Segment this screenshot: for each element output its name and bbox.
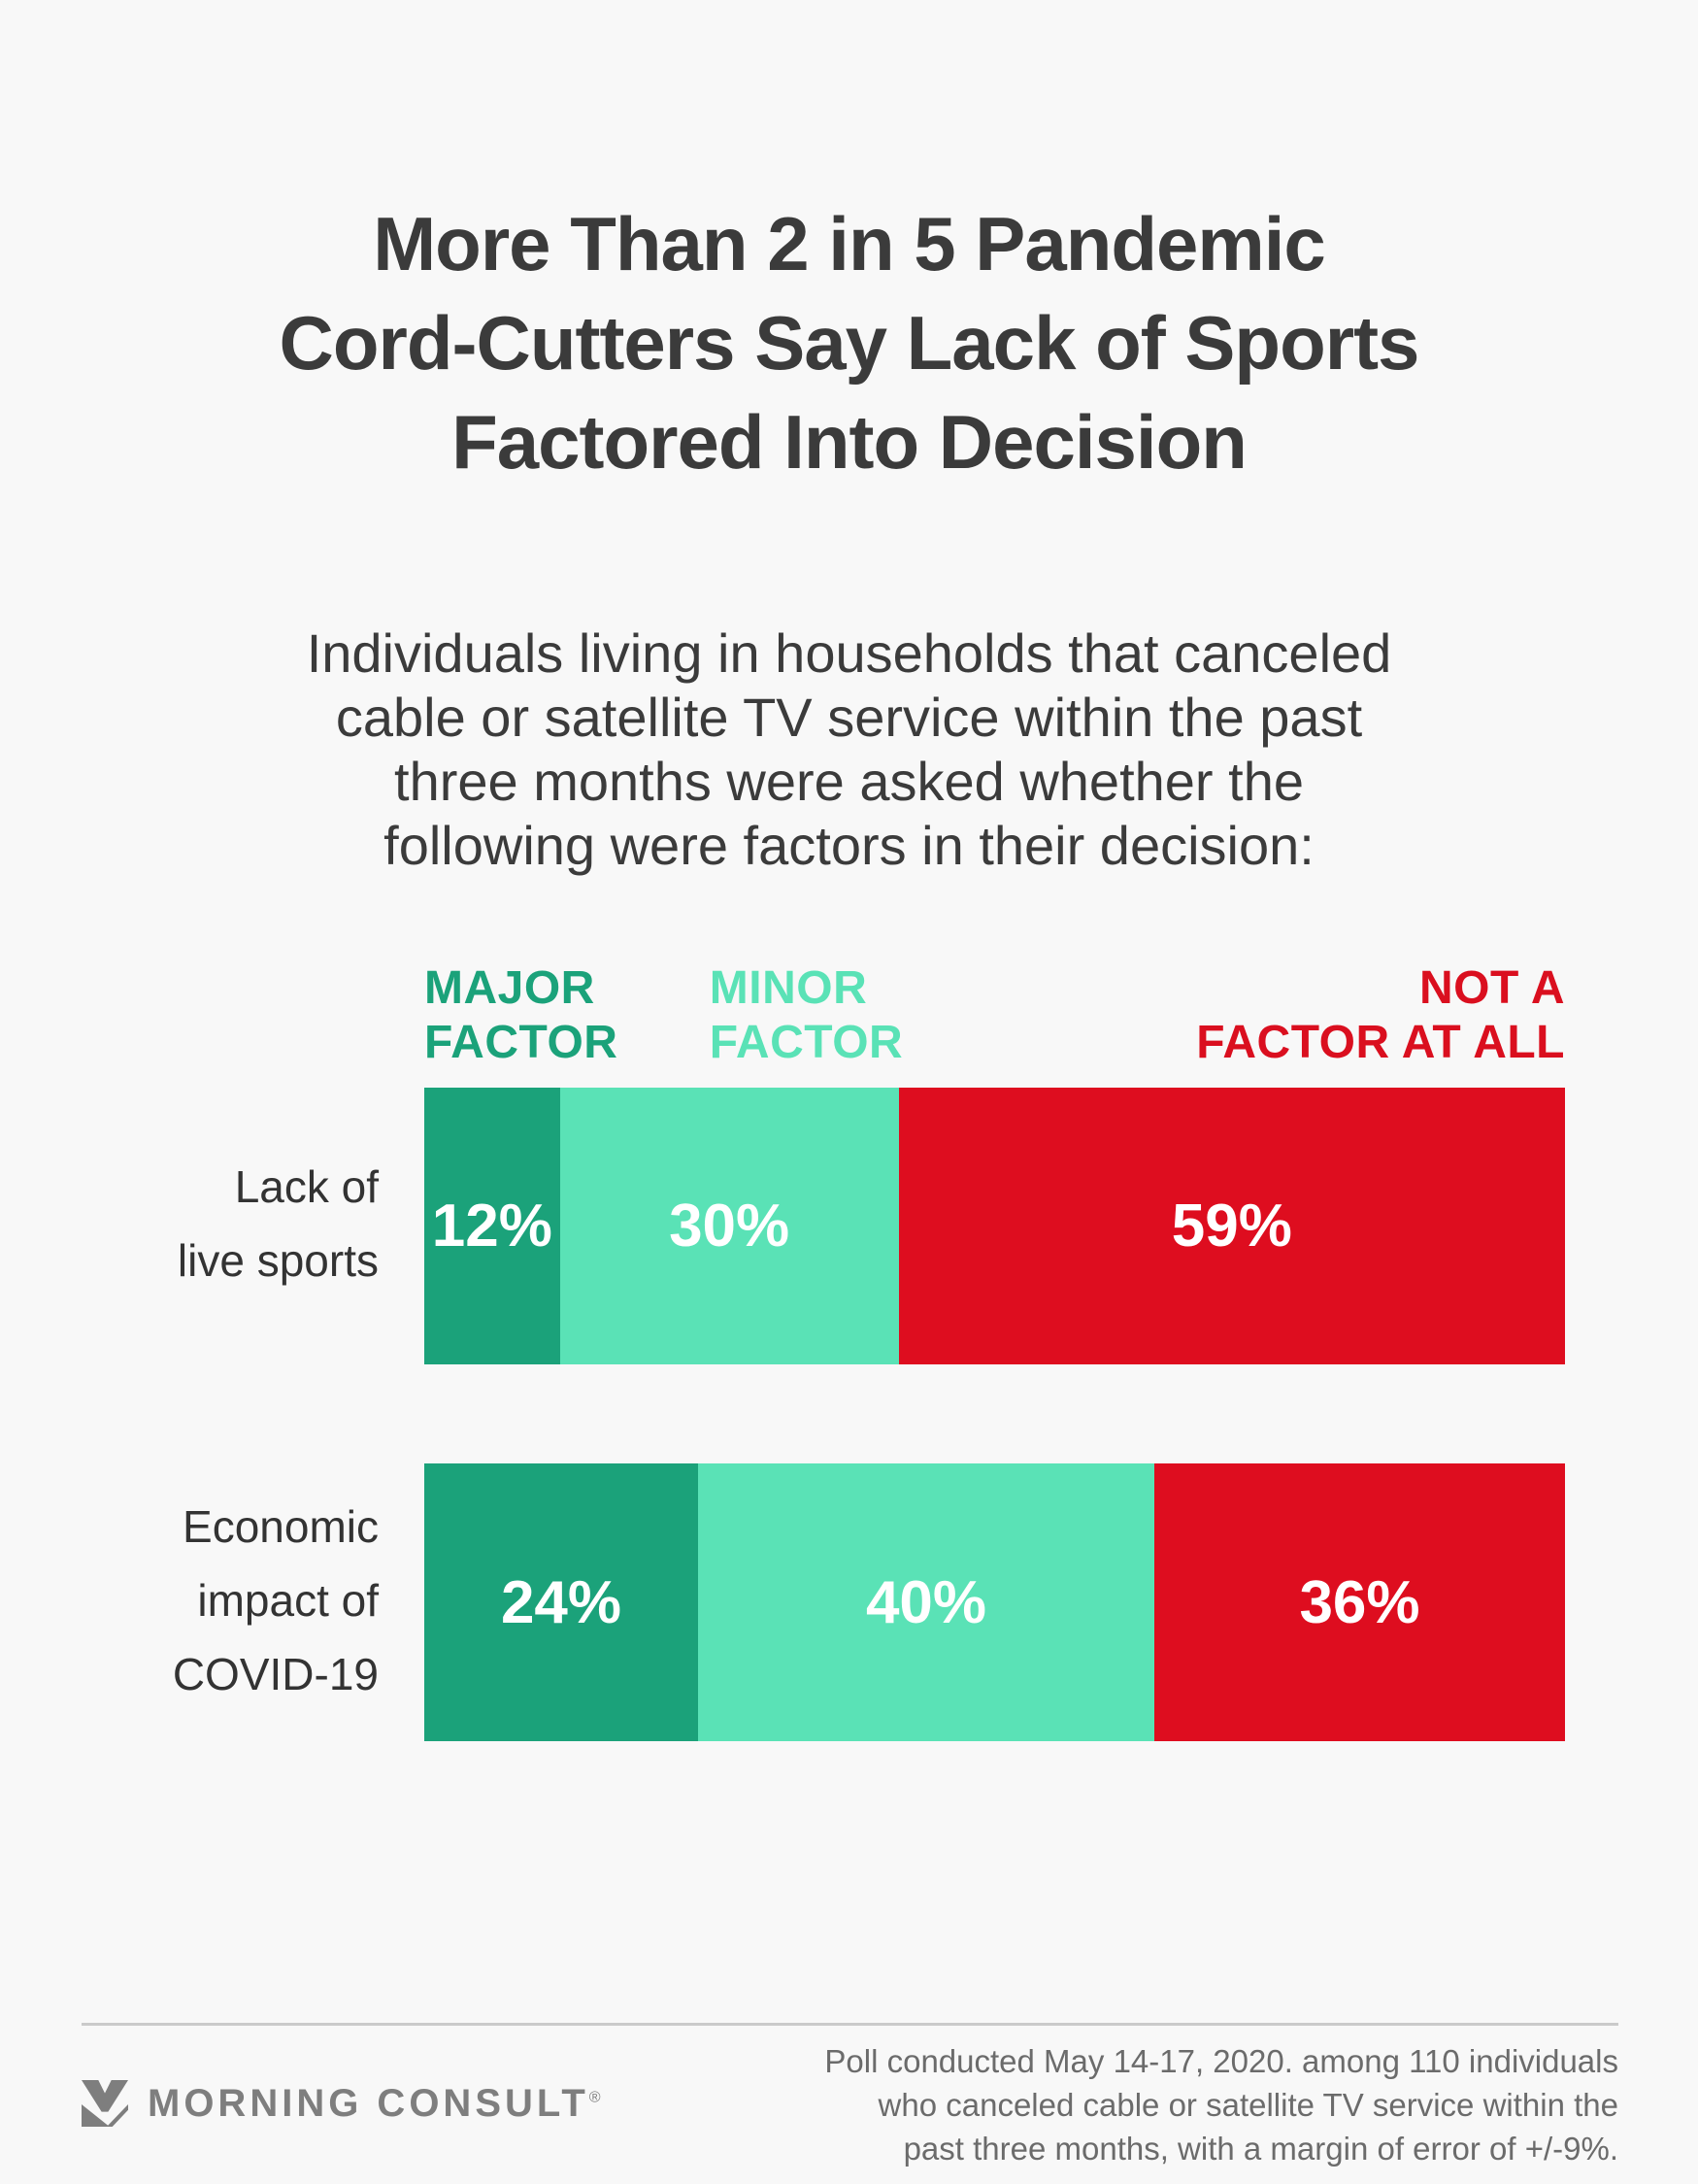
poll-methodology-note: Poll conducted May 14-17, 2020. among 11… [824,2043,1618,2167]
registered-trademark-symbol: ® [588,2089,601,2106]
bar-value-label: 24% [500,1568,622,1636]
brand-name-text: MORNING CONSULT [148,2081,589,2125]
bar-value-label: 59% [1171,1193,1292,1260]
bar-value-label: 36% [1299,1568,1420,1636]
legend-major-factor: MAJOR FACTOR [424,962,618,1068]
legend-minor-factor: MINOR FACTOR [709,962,904,1068]
bar-segment-major-factor: 12% [424,1088,560,1364]
bar-value-label: 12% [431,1193,552,1260]
bar-segment-major-factor: 24% [424,1463,698,1741]
stacked-bar-lack-of-live-sports: 12% 30% 59% [424,1088,1566,1364]
stacked-bar-economic-impact: 24% 40% 36% [424,1463,1565,1741]
page-title: More Than 2 in 5 Pandemic Cord-Cutters S… [279,201,1420,486]
chart-legend: MAJOR FACTOR MINOR FACTOR NOT A FACTOR A… [424,961,1565,1073]
bar-value-label: 40% [865,1568,987,1636]
bar-segment-minor-factor: 40% [698,1463,1154,1741]
bar-value-label: 30% [669,1193,790,1260]
brand-name: MORNING CONSULT® [148,2082,601,2126]
bar-segment-not-a-factor: 59% [898,1088,1566,1364]
page-subtitle: Individuals living in households that ca… [306,622,1392,876]
bar-segment-not-a-factor: 36% [1154,1463,1565,1741]
category-label-lack-of-live-sports: Lack of live sports [177,1161,379,1286]
bar-segment-minor-factor: 30% [559,1088,899,1364]
morning-consult-m-icon [82,2080,128,2127]
legend-not-a-factor: NOT A FACTOR AT ALL [1196,962,1565,1068]
morning-consult-brand: MORNING CONSULT® [82,2080,601,2127]
category-label-economic-impact: Economic impact of COVID-19 [172,1501,379,1699]
footer-divider [82,2023,1618,2026]
